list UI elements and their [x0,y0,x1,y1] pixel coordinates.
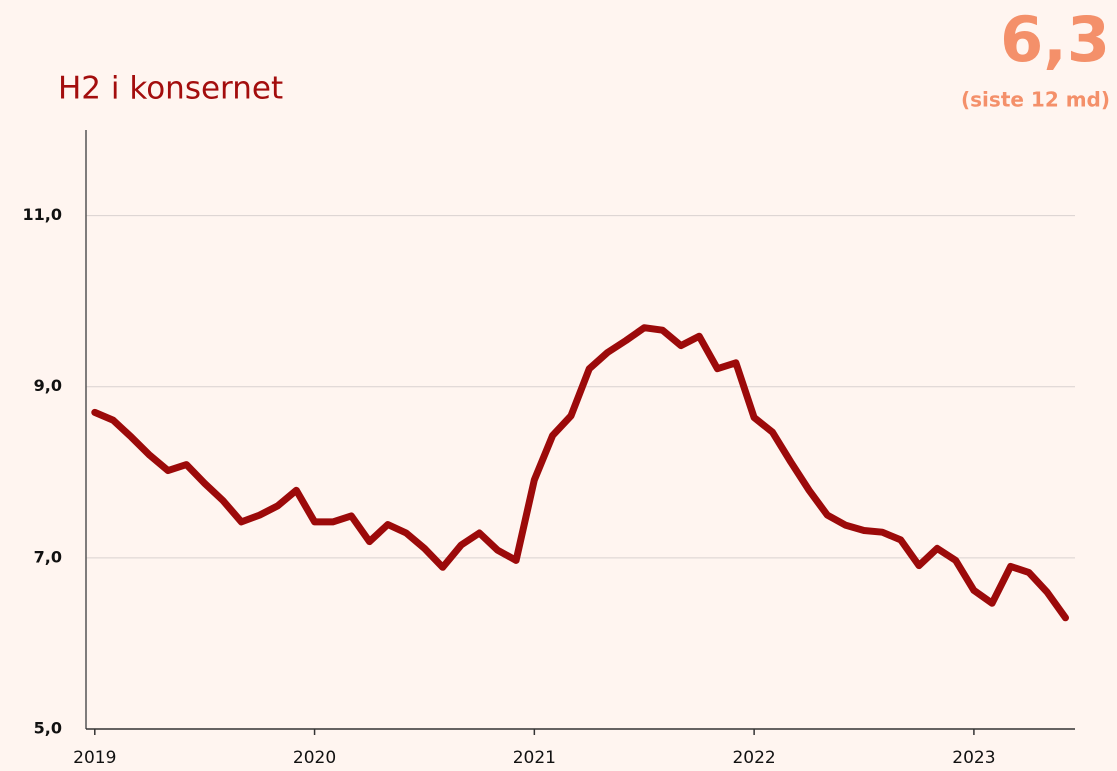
headline-subtitle: (siste 12 md) [961,88,1110,112]
x-tick-label: 2022 [732,748,775,768]
chart-title: H2 i konsernet [58,71,283,107]
x-tick-label: 2021 [513,748,556,768]
y-tick-label: 7,0 [34,547,62,566]
x-tick-label: 2023 [952,748,995,768]
x-tick-label: 2020 [293,748,336,768]
data-line [91,324,1069,622]
y-tick-label: 5,0 [34,719,62,738]
y-tick-label: 11,0 [23,205,62,224]
headline-value: 6,3 [1000,3,1110,76]
y-tick-label: 9,0 [34,376,62,395]
x-tick-label: 2019 [73,748,116,768]
